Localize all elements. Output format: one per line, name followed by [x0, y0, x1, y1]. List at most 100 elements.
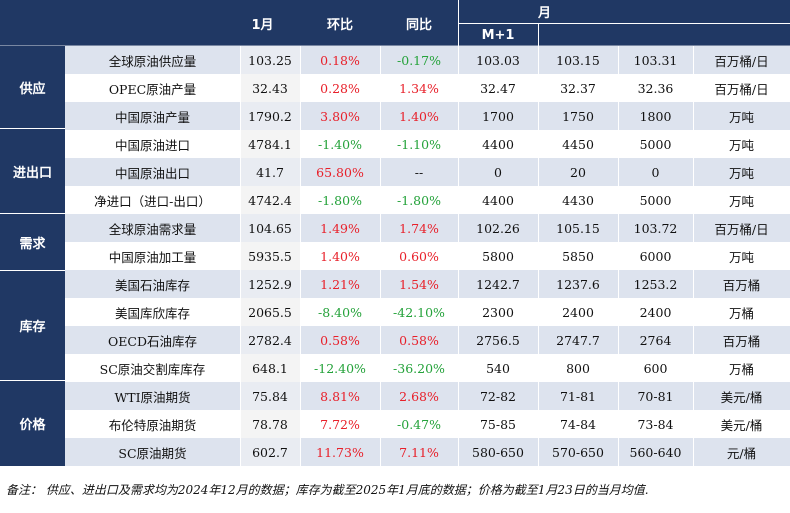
header-yoy: 同比 [405, 17, 432, 33]
cell-forecast-3: 2400 [639, 304, 672, 320]
cell-item: 中国原油加工量 [108, 249, 197, 265]
cell-forecast-1: 75-85 [479, 416, 517, 432]
table-row: 净进口（进口-出口） 4742.4 -1.80% -1.80% 4400 4430 5000… [65, 186, 790, 214]
column-divider [380, 46, 381, 466]
cell-unit: 美元/桶 [720, 417, 763, 433]
cell-unit: 万吨 [728, 249, 754, 265]
cell-item: SC原油交割库库存 [99, 361, 206, 377]
cell-forecast-1: 103.03 [476, 52, 520, 68]
table-row: 全球原油需求量 104.65 1.49% 1.74% 102.26 105.15 103.7… [65, 214, 790, 242]
cell-yoy: -36.20% [393, 360, 445, 376]
cell-mom: -12.40% [314, 360, 366, 376]
cell-yoy: 0.58% [399, 332, 439, 348]
cell-yoy: -0.17% [397, 52, 441, 68]
cell-yoy: 1.40% [399, 108, 439, 124]
cell-forecast-2: 20 [570, 164, 586, 180]
cell-forecast-2: 2400 [562, 304, 594, 320]
cell-yoy: -- [414, 164, 424, 180]
cell-month-value: 103.25 [240, 46, 300, 74]
cell-item: SC原油期货 [118, 445, 187, 461]
category-separator [0, 213, 65, 214]
cell-forecast-2: 2747.7 [556, 332, 600, 348]
cell-item: 净进口（进口-出口） [94, 193, 211, 209]
header-divider-h [458, 23, 790, 24]
cell-item: 全球原油需求量 [108, 221, 197, 237]
cell-mom: 8.81% [320, 388, 360, 404]
table-row: 中国原油出口 41.7 65.80% -- 0 20 0 万吨 [65, 158, 790, 186]
column-divider [300, 46, 301, 466]
cell-item: 中国原油出口 [114, 165, 190, 181]
cell-yoy: -1.10% [397, 136, 441, 152]
cell-month-value: 602.7 [240, 438, 300, 466]
cell-mom: 0.18% [320, 52, 360, 68]
table-row: 中国原油进口 4784.1 -1.40% -1.10% 4400 4450 5000 万吨 [65, 130, 790, 158]
cell-forecast-3: 32.36 [637, 80, 674, 96]
table-row: OPEC原油产量 32.43 0.28% 1.34% 32.47 32.37 32.36 百万… [65, 74, 790, 102]
category-separator [0, 380, 65, 381]
cell-month-value: 4784.1 [240, 130, 300, 158]
header-m1: M+1 [481, 27, 515, 43]
table-row: SC原油交割库库存 648.1 -12.40% -36.20% 540 800 600 万桶 [65, 354, 790, 382]
cell-item: OECD石油库存 [108, 333, 197, 349]
table-row: 中国原油加工量 5935.5 1.40% 0.60% 5800 5850 6000 万吨 [65, 242, 790, 270]
cell-forecast-1: 5800 [482, 248, 514, 264]
cell-forecast-2: 570-650 [552, 444, 604, 460]
cell-forecast-1: 0 [494, 164, 502, 180]
cell-yoy: 0.60% [399, 248, 439, 264]
cell-forecast-3: 0 [651, 164, 660, 180]
cell-month-value: 1252.9 [240, 270, 300, 298]
cell-month-value: 2065.5 [240, 298, 300, 326]
cell-unit: 元/桶 [726, 445, 757, 461]
cell-forecast-2: 105.15 [556, 220, 600, 236]
header-divider-v1 [458, 0, 459, 46]
cell-mom: -1.80% [318, 192, 362, 208]
table-row: SC原油期货 602.7 11.73% 7.11% 580-650 570-650 560-… [65, 438, 790, 466]
cell-mom: -1.40% [318, 136, 362, 152]
cell-item: 中国原油进口 [114, 137, 190, 153]
category-demand: 需求 [0, 214, 65, 270]
category-supply: 供应 [0, 46, 65, 128]
category-price: 价格 [0, 381, 65, 466]
category-trade: 进出口 [0, 129, 65, 213]
header-mom: 环比 [326, 17, 353, 33]
footnote: 备注： 供应、进出口及需求均为2024年12月的数据；库存为截至2025年1月底… [6, 483, 649, 497]
cell-unit: 万桶 [728, 305, 754, 321]
cell-month-value: 75.84 [240, 382, 300, 410]
cell-forecast-1: 1700 [482, 108, 514, 124]
cell-item: OPEC原油产量 [108, 81, 197, 97]
table-row: 中国原油产量 1790.2 3.80% 1.40% 1700 1750 1800 万吨 [65, 102, 790, 130]
table-header: 1月 环比 同比 月 M+1 [0, 0, 790, 46]
cell-forecast-3: 70-81 [637, 388, 674, 404]
category-separator [0, 270, 65, 271]
cell-forecast-1: 580-650 [472, 444, 524, 460]
cell-forecast-2: 1237.6 [556, 276, 600, 292]
cell-forecast-3: 6000 [639, 248, 672, 264]
cell-month-value: 5935.5 [240, 242, 300, 270]
cell-forecast-1: 2756.5 [476, 332, 520, 348]
cell-forecast-2: 4430 [562, 192, 594, 208]
cell-mom: -8.40% [318, 304, 362, 320]
cell-forecast-3: 103.72 [633, 220, 678, 236]
cell-mom: 1.21% [320, 276, 360, 292]
header-divider-v2 [538, 23, 539, 46]
cell-forecast-1: 72-82 [479, 388, 517, 404]
header-forecast-group: 月 [538, 6, 552, 21]
cell-yoy: -42.10% [393, 304, 445, 320]
cell-month-value: 2782.4 [240, 326, 300, 354]
cell-forecast-3: 2764 [639, 332, 672, 348]
cell-yoy: -1.80% [397, 192, 441, 208]
cell-item: WTI原油期货 [114, 389, 191, 405]
column-divider [693, 46, 694, 466]
cell-month-value: 104.65 [240, 214, 300, 242]
column-divider [618, 46, 619, 466]
cell-month-value: 41.7 [240, 158, 300, 186]
cell-yoy: -0.47% [397, 416, 441, 432]
cell-forecast-1: 4400 [482, 192, 514, 208]
cell-item: 中国原油产量 [114, 109, 190, 125]
cell-unit: 百万桶/日 [714, 53, 769, 69]
cell-forecast-3: 5000 [639, 192, 672, 208]
cell-forecast-3: 1800 [639, 108, 672, 124]
cell-yoy: 2.68% [399, 388, 439, 404]
cell-forecast-1: 1242.7 [476, 276, 520, 292]
cell-unit: 美元/桶 [720, 389, 763, 405]
